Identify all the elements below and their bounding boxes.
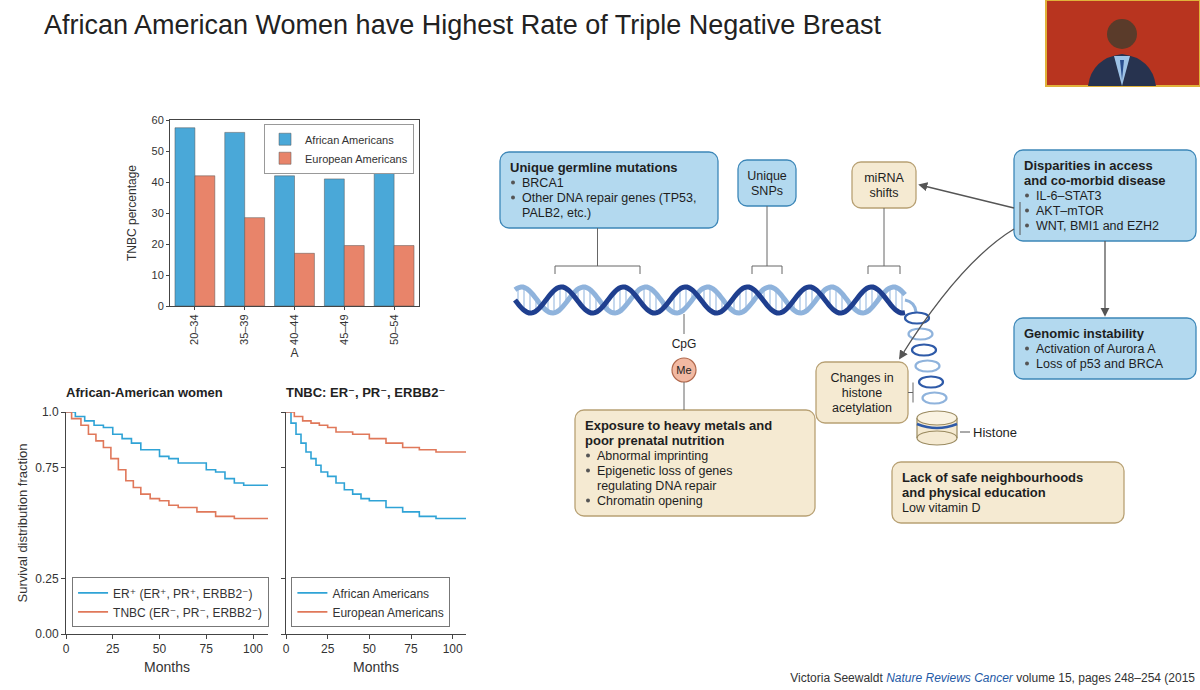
svg-text:20–34: 20–34 (188, 314, 200, 345)
svg-text:30: 30 (152, 207, 164, 219)
svg-text:45–49: 45–49 (338, 314, 350, 345)
svg-text:Unique germline mutations: Unique germline mutations (510, 160, 678, 175)
svg-text:0: 0 (283, 642, 290, 656)
svg-text:TNBC (ER⁻, PR⁻, ERBB2⁻): TNBC (ER⁻, PR⁻, ERBB2⁻) (113, 606, 262, 620)
svg-text:ER⁺ (ER⁺, PR⁺, ERBB2⁻): ER⁺ (ER⁺, PR⁺, ERBB2⁻) (113, 587, 252, 601)
svg-text:50: 50 (153, 642, 167, 656)
svg-text:Unique: Unique (747, 169, 787, 183)
svg-text:TNBC percentage: TNBC percentage (125, 165, 139, 261)
svg-text:Chromatin opening: Chromatin opening (597, 494, 703, 508)
svg-text:TNBC: ER⁻, PR⁻, ERBB2⁻: TNBC: ER⁻, PR⁻, ERBB2⁻ (286, 385, 445, 400)
svg-text:Months: Months (144, 659, 190, 675)
svg-text:Me: Me (676, 364, 691, 376)
svg-text:European Americans: European Americans (332, 606, 443, 620)
svg-text:SNPs: SNPs (751, 184, 783, 198)
svg-text:and physical education: and physical education (902, 485, 1046, 500)
svg-text:histone: histone (842, 386, 882, 400)
svg-text:40–44: 40–44 (288, 314, 300, 345)
svg-text:CpG: CpG (672, 337, 697, 351)
svg-text:Loss of p53 and BRCA: Loss of p53 and BRCA (1036, 357, 1164, 371)
svg-text:African-American women: African-American women (66, 385, 223, 400)
svg-text:1.0: 1.0 (42, 405, 59, 419)
svg-text:0.00: 0.00 (35, 627, 59, 641)
svg-text:African Americans: African Americans (305, 134, 394, 146)
svg-text:25: 25 (106, 642, 120, 656)
svg-text:Months: Months (353, 659, 399, 675)
svg-text:WNT, BMI1 and EZH2: WNT, BMI1 and EZH2 (1036, 219, 1159, 233)
svg-text:Epigenetic loss of genes: Epigenetic loss of genes (597, 464, 733, 478)
svg-text:IL-6–STAT3: IL-6–STAT3 (1036, 189, 1102, 203)
svg-text:75: 75 (404, 642, 418, 656)
svg-text:European Americans: European Americans (305, 153, 408, 165)
svg-text:Victoria Seewaldt Nature Revie: Victoria Seewaldt Nature Reviews Cancer … (790, 671, 1195, 685)
svg-text:miRNA: miRNA (864, 171, 904, 185)
svg-text:0.75: 0.75 (35, 461, 59, 475)
svg-text:and co-morbid disease: and co-morbid disease (1024, 173, 1166, 188)
svg-text:40: 40 (152, 176, 164, 188)
svg-text:100: 100 (243, 642, 263, 656)
svg-text:100: 100 (443, 642, 463, 656)
svg-text:50: 50 (363, 642, 377, 656)
svg-text:Low vitamin D: Low vitamin D (902, 501, 981, 515)
svg-text:0.25: 0.25 (35, 572, 59, 586)
svg-text:Changes in: Changes in (830, 371, 893, 385)
svg-text:Exposure to heavy metals and: Exposure to heavy metals and (585, 418, 772, 433)
svg-text:Lack of safe neighbourhoods: Lack of safe neighbourhoods (902, 470, 1083, 485)
svg-text:75: 75 (200, 642, 214, 656)
svg-text:20: 20 (152, 238, 164, 250)
svg-text:A: A (290, 346, 298, 360)
html-text:African American Women have Hi: African American Women have Highest Rate… (44, 10, 881, 40)
svg-text:35–39: 35–39 (238, 314, 250, 345)
svg-text:50: 50 (152, 145, 164, 157)
svg-text:Other DNA repair genes (TP53,: Other DNA repair genes (TP53, (522, 191, 696, 205)
svg-text:acetylation: acetylation (832, 401, 892, 415)
svg-text:African Americans: African Americans (332, 587, 429, 601)
svg-text:50–54: 50–54 (388, 314, 400, 345)
svg-text:Abnormal imprinting: Abnormal imprinting (597, 449, 708, 463)
svg-text:poor prenatal nutrition: poor prenatal nutrition (585, 433, 724, 448)
svg-text:10: 10 (152, 269, 164, 281)
svg-text:Activation of Aurora A: Activation of Aurora A (1036, 342, 1156, 356)
svg-text:0: 0 (63, 642, 70, 656)
svg-text:shifts: shifts (869, 186, 898, 200)
svg-text:60: 60 (152, 114, 164, 126)
svg-text:PALB2, etc.): PALB2, etc.) (522, 206, 591, 220)
svg-text:Genomic instability: Genomic instability (1024, 326, 1145, 341)
svg-text:AKT–mTOR: AKT–mTOR (1036, 204, 1104, 218)
svg-text:0: 0 (158, 300, 164, 312)
svg-text:Survival distribution fraction: Survival distribution fraction (15, 444, 30, 603)
svg-text:BRCA1: BRCA1 (522, 176, 564, 190)
svg-text:25: 25 (321, 642, 335, 656)
svg-text:Disparities in access: Disparities in access (1024, 158, 1153, 173)
svg-text:Histone: Histone (973, 425, 1017, 440)
svg-text:regulating DNA repair: regulating DNA repair (597, 479, 717, 493)
